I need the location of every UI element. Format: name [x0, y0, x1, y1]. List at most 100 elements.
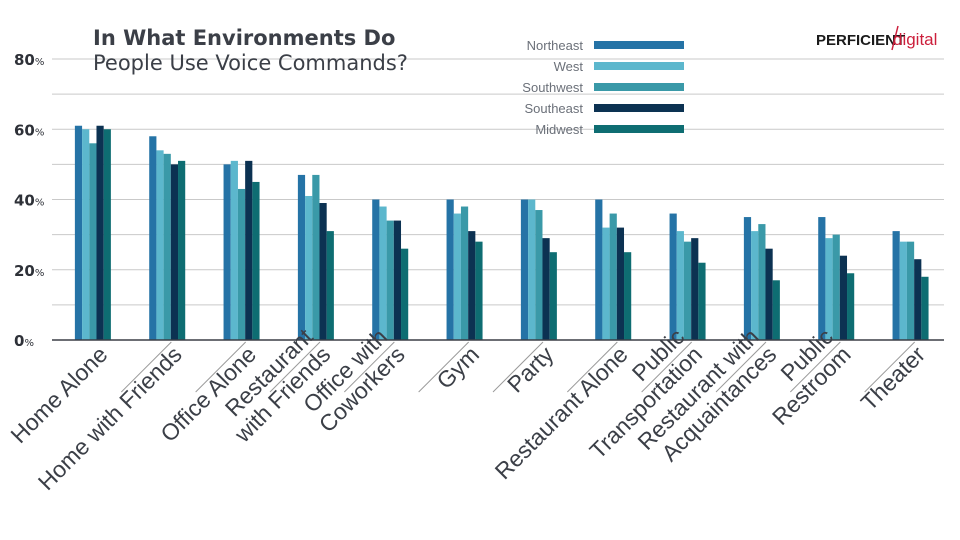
bar-northeast — [74, 125, 83, 340]
category-separator — [269, 341, 321, 393]
legend-swatch — [594, 62, 684, 70]
gridlines — [52, 58, 944, 306]
bar-west — [453, 213, 461, 340]
legend-label: West — [554, 59, 584, 74]
bar-west — [825, 238, 833, 340]
category-separator — [789, 341, 841, 393]
y-tick-label: 80% — [14, 51, 44, 69]
bar-southeast — [468, 231, 476, 340]
bar-midwest — [698, 262, 706, 340]
y-axis: 0% 20% 40% 60% 80% — [14, 51, 44, 350]
bar-midwest — [475, 241, 483, 340]
bar-southwest — [89, 143, 97, 340]
bar-northeast — [669, 213, 677, 340]
bars — [74, 125, 929, 340]
bar-west — [82, 129, 90, 340]
bar-west — [156, 150, 164, 340]
category-separator — [566, 341, 618, 393]
bar-northeast — [372, 199, 380, 340]
y-tick-label: 20% — [14, 262, 44, 280]
legend-swatch — [594, 41, 684, 49]
bar-west — [305, 195, 313, 340]
bar-west — [528, 199, 536, 340]
bar-southwest — [312, 174, 320, 340]
bar-northeast — [149, 136, 157, 340]
bar-northeast — [743, 217, 752, 340]
category-separator — [418, 341, 470, 393]
legend-label: Southwest — [522, 80, 583, 95]
bar-southwest — [163, 153, 171, 340]
y-tick-label: 60% — [14, 121, 44, 139]
bar-midwest — [252, 181, 260, 340]
bar-northeast — [297, 174, 306, 340]
bar-southwest — [535, 210, 543, 340]
x-tick-label: Theater — [856, 341, 931, 416]
logo-slash — [891, 25, 899, 51]
bar-southeast — [319, 203, 327, 340]
bar-southwest — [609, 213, 617, 340]
bar-west — [230, 160, 238, 340]
bar-southeast — [170, 164, 179, 340]
bar-midwest — [847, 273, 855, 340]
bar-west — [379, 206, 387, 340]
bar-southwest — [683, 241, 692, 340]
category-separator — [343, 341, 395, 393]
category-separator — [195, 341, 247, 393]
bar-northeast — [520, 199, 529, 340]
bar-midwest — [772, 280, 780, 340]
legend-swatch — [594, 125, 684, 133]
bar-west — [751, 231, 759, 340]
category-separator — [864, 341, 916, 393]
bar-southeast — [96, 125, 104, 340]
bar-northeast — [818, 217, 826, 340]
bar-southwest — [237, 188, 246, 340]
y-tick-label: 0% — [14, 332, 34, 350]
bar-southwest — [386, 220, 394, 340]
bar-midwest — [624, 252, 632, 340]
legend-swatch — [594, 104, 684, 112]
category-separator — [715, 341, 767, 393]
logo-text-digital: digital — [893, 30, 937, 49]
legend: Northeast West Southwest Southeast Midwest — [522, 38, 684, 137]
category-separator — [120, 341, 172, 393]
legend-label: Northeast — [527, 38, 584, 53]
bar-southeast — [765, 248, 773, 340]
x-tick-label: Party — [502, 341, 559, 398]
bar-midwest — [103, 129, 111, 340]
bar-northeast — [223, 164, 231, 340]
bar-southwest — [758, 224, 766, 340]
bar-southeast — [393, 220, 402, 340]
logo-text-perficient: PERFICIENT — [816, 32, 905, 49]
category-separator — [492, 341, 544, 393]
bar-midwest — [921, 276, 929, 340]
bar-southeast — [691, 238, 699, 340]
y-tick-label: 40% — [14, 192, 44, 210]
bar-northeast — [446, 199, 454, 340]
bar-southwest — [906, 241, 915, 340]
x-tick-label: Gym — [431, 341, 484, 394]
bar-midwest — [326, 231, 334, 340]
bar-west — [602, 227, 610, 340]
bar-southwest — [460, 206, 469, 340]
bar-west — [676, 231, 684, 340]
bar-southeast — [616, 227, 625, 340]
bar-southeast — [839, 255, 848, 340]
bar-midwest — [549, 252, 557, 340]
bar-midwest — [401, 248, 409, 340]
category-separator — [641, 341, 693, 393]
bar-southwest — [832, 234, 840, 340]
x-tick-label: Home with Friends — [33, 341, 187, 495]
bar-southeast — [542, 238, 550, 340]
x-tick-label: Restaurant Alone — [490, 341, 633, 484]
brand-logo: PERFICIENT digital — [816, 25, 937, 51]
bar-northeast — [595, 199, 603, 340]
legend-label: Midwest — [535, 122, 583, 137]
chart-subtitle: People Use Voice Commands? — [93, 51, 408, 75]
chart-title: In What Environments Do — [93, 26, 395, 50]
legend-swatch — [594, 83, 684, 91]
bar-southeast — [245, 160, 253, 340]
bar-west — [899, 241, 907, 340]
legend-label: Southeast — [524, 101, 583, 116]
